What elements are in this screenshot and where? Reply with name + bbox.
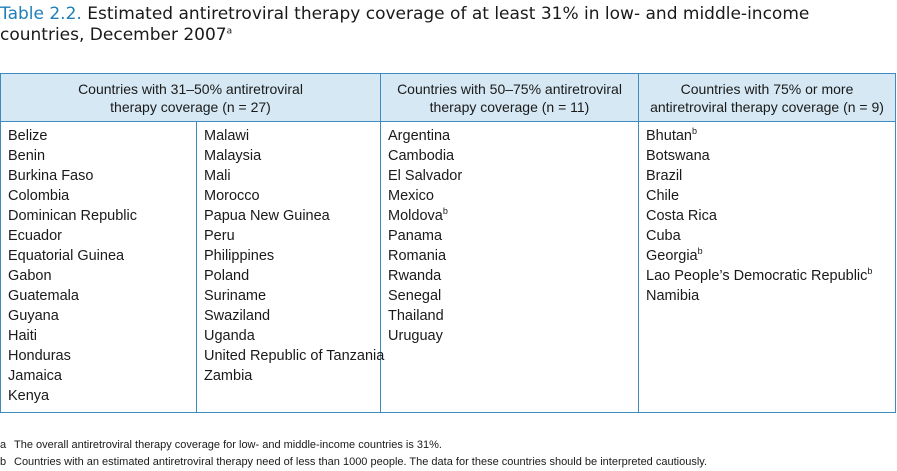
country-entry: Thailand [388, 306, 632, 326]
country-entry: Lao People’s Democratic Republicb [646, 266, 889, 286]
header-75-plus-line1: Countries with 75% or more [680, 81, 854, 97]
country-name: Lao People’s Democratic Republic [646, 268, 868, 284]
country-entry: Costa Rica [646, 206, 889, 226]
country-entry: Romania [388, 246, 632, 266]
country-name: Morocco [204, 188, 260, 204]
column-50-75: Argentina Cambodia El Salvador Mexico Moldov… [380, 121, 640, 413]
country-name: Malawi [204, 128, 250, 144]
country-name: Malaysia [204, 148, 262, 164]
table-number: Table 2.2. [0, 4, 82, 24]
country-entry: Namibia [646, 286, 889, 306]
country-name: Gabon [8, 268, 52, 284]
footnote-b: b Countries with an estimated antiretrovi… [0, 455, 707, 469]
footnote-b-text: Countries with an estimated antiretrovir… [14, 456, 708, 468]
footnote-a-key: a [0, 439, 7, 451]
country-name: Zambia [204, 368, 253, 384]
country-name: El Salvador [388, 168, 463, 184]
country-name: Mali [204, 168, 231, 184]
country-name: Botswana [646, 148, 710, 164]
country-name: Guyana [8, 308, 59, 324]
country-name: Chile [646, 188, 680, 204]
header-31-50-line1: Countries with 31–50% antiretroviral [78, 81, 303, 97]
footnote-mark: b [697, 246, 703, 257]
country-name: Papua New Guinea [204, 208, 330, 224]
country-name: Swaziland [204, 308, 271, 324]
country-name: Poland [204, 268, 250, 284]
header-50-75-line2: therapy coverage (n = 11) [429, 99, 590, 115]
country-entry: Moldovab [388, 206, 632, 226]
country-entry: Panama [388, 226, 632, 246]
country-name: Cuba [646, 228, 681, 244]
title-text-line1: Estimated antiretroviral therapy coverag… [81, 4, 810, 24]
header-50-75-line1: Countries with 50–75% antiretroviral [397, 81, 622, 97]
table-title: Table 2.2. Estimated antiretroviral ther… [0, 4, 890, 46]
country-name: Philippines [204, 248, 275, 264]
title-text-line2: countries, December 2007 [0, 25, 227, 45]
country-entry: Senegal [388, 286, 632, 306]
coverage-table: Countries with 31–50% antiretroviral the… [0, 73, 897, 413]
header-75-plus-line2: antiretroviral therapy coverage (n = 9) [650, 99, 884, 115]
header-31-50-line2: therapy coverage (n = 27) [110, 99, 271, 115]
column-75-plus: Bhutanb Botswana Brazil Chile Costa Rica Cuba… [638, 121, 897, 413]
country-entry: El Salvador [388, 166, 632, 186]
country-entry: Cambodia [388, 146, 632, 166]
header-31-50: Countries with 31–50% antiretroviral the… [0, 73, 382, 122]
footnote-a-text: The overall antiretroviral therapy cover… [14, 439, 442, 451]
header-50-75: Countries with 50–75% antiretroviral the… [380, 73, 640, 122]
country-name: Moldova [388, 208, 443, 224]
country-name: Rwanda [388, 268, 442, 284]
country-entry: Uruguay [388, 326, 632, 346]
header-75-plus: Countries with 75% or more antiretrovira… [638, 73, 897, 122]
country-entry: Chile [646, 186, 889, 206]
footnote-a: a The overall antiretroviral therapy cove… [0, 438, 442, 452]
country-name: Namibia [646, 288, 700, 304]
footnote-mark: b [442, 206, 448, 217]
country-name: Bhutan [646, 128, 692, 144]
country-name: Senegal [388, 288, 442, 304]
country-name: Uruguay [388, 328, 443, 344]
country-name: Argentina [388, 128, 451, 144]
country-entry: Mexico [388, 186, 632, 206]
column-31-50-right: Malawi Malaysia Mali Morocco Papua New Guine… [195, 121, 385, 413]
country-name: Costa Rica [646, 208, 717, 224]
country-name: Colombia [8, 188, 70, 204]
country-name: Brazil [646, 168, 683, 184]
country-name: Belize [8, 128, 48, 144]
country-entry: Argentina [388, 126, 632, 146]
country-entry: Bhutanb [646, 126, 889, 146]
country-entry: Rwanda [388, 266, 632, 286]
country-entry: Georgiab [646, 246, 889, 266]
country-name: Haiti [8, 328, 38, 344]
country-name: Suriname [204, 288, 267, 304]
title-note-mark: a [226, 26, 233, 37]
country-name: Equatorial Guinea [8, 248, 125, 264]
country-name: Kenya [8, 388, 50, 404]
footnote-mark: b [867, 266, 873, 277]
country-name: Mexico [388, 188, 434, 204]
country-name: Georgia [646, 248, 698, 264]
country-name: Cambodia [388, 148, 455, 164]
country-name: Guatemala [8, 288, 79, 304]
country-name: Burkina Faso [8, 168, 94, 184]
country-name: United Republic of Tanzania [204, 348, 385, 364]
country-name: Dominican Republic [8, 208, 137, 224]
footnote-mark: b [691, 126, 697, 137]
country-name: Thailand [388, 308, 444, 324]
country-name: Benin [8, 148, 46, 164]
country-entry: Botswana [646, 146, 889, 166]
country-entry: Brazil [646, 166, 889, 186]
country-name: Panama [388, 228, 443, 244]
footnote-b-key: b [0, 456, 7, 468]
country-name: Jamaica [8, 368, 62, 384]
country-name: Romania [388, 248, 447, 264]
country-name: Ecuador [8, 228, 63, 244]
country-name: Honduras [8, 348, 71, 364]
country-name: Peru [204, 228, 235, 244]
country-entry: Cuba [646, 226, 889, 246]
column-31-50-left: Belize Benin Burkina Faso Colombia Dominican… [0, 121, 197, 413]
country-name: Uganda [204, 328, 255, 344]
